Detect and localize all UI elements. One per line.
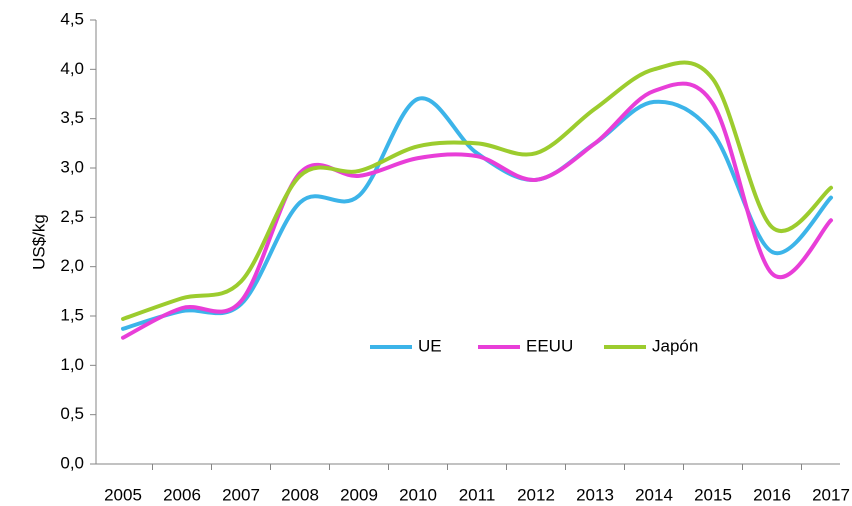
line xyxy=(121,60,833,321)
x-tick-label: 2005 xyxy=(104,485,142,504)
x-tick-label: 2007 xyxy=(222,485,260,504)
y-tick-label: 2,5 xyxy=(60,207,84,226)
x-tick-label: 2015 xyxy=(694,485,732,504)
y-tick-label: 3,0 xyxy=(60,157,84,176)
legend-label: EEUU xyxy=(526,336,573,355)
y-tick-label: 0,5 xyxy=(60,404,84,423)
y-tick-label: 3,5 xyxy=(60,108,84,127)
y-tick-label: 4,5 xyxy=(60,9,84,28)
x-tick-label: 2009 xyxy=(340,485,378,504)
y-tick-label: 2,0 xyxy=(60,256,84,275)
x-tick-label: 2013 xyxy=(576,485,614,504)
y-tick-label: 1,0 xyxy=(60,355,84,374)
x-tick-label: 2006 xyxy=(163,485,201,504)
x-tick-label: 2016 xyxy=(753,485,791,504)
legend-label: UE xyxy=(418,336,442,355)
x-tick-label: 2011 xyxy=(459,485,496,504)
y-axis-label: US$/kg xyxy=(29,214,48,270)
y-tick-label: 4,0 xyxy=(60,59,84,78)
y-tick-label: 1,5 xyxy=(60,305,84,324)
x-tick-label: 2014 xyxy=(635,485,673,504)
x-tick-label: 2012 xyxy=(517,485,555,504)
line xyxy=(121,81,833,340)
legend-label: Japón xyxy=(652,336,698,355)
line xyxy=(121,96,833,331)
x-tick-label: 2017 xyxy=(812,485,850,504)
x-tick-label: 2010 xyxy=(399,485,437,504)
x-tick-label: 2008 xyxy=(281,485,319,504)
y-tick-label: 0,0 xyxy=(60,453,84,472)
